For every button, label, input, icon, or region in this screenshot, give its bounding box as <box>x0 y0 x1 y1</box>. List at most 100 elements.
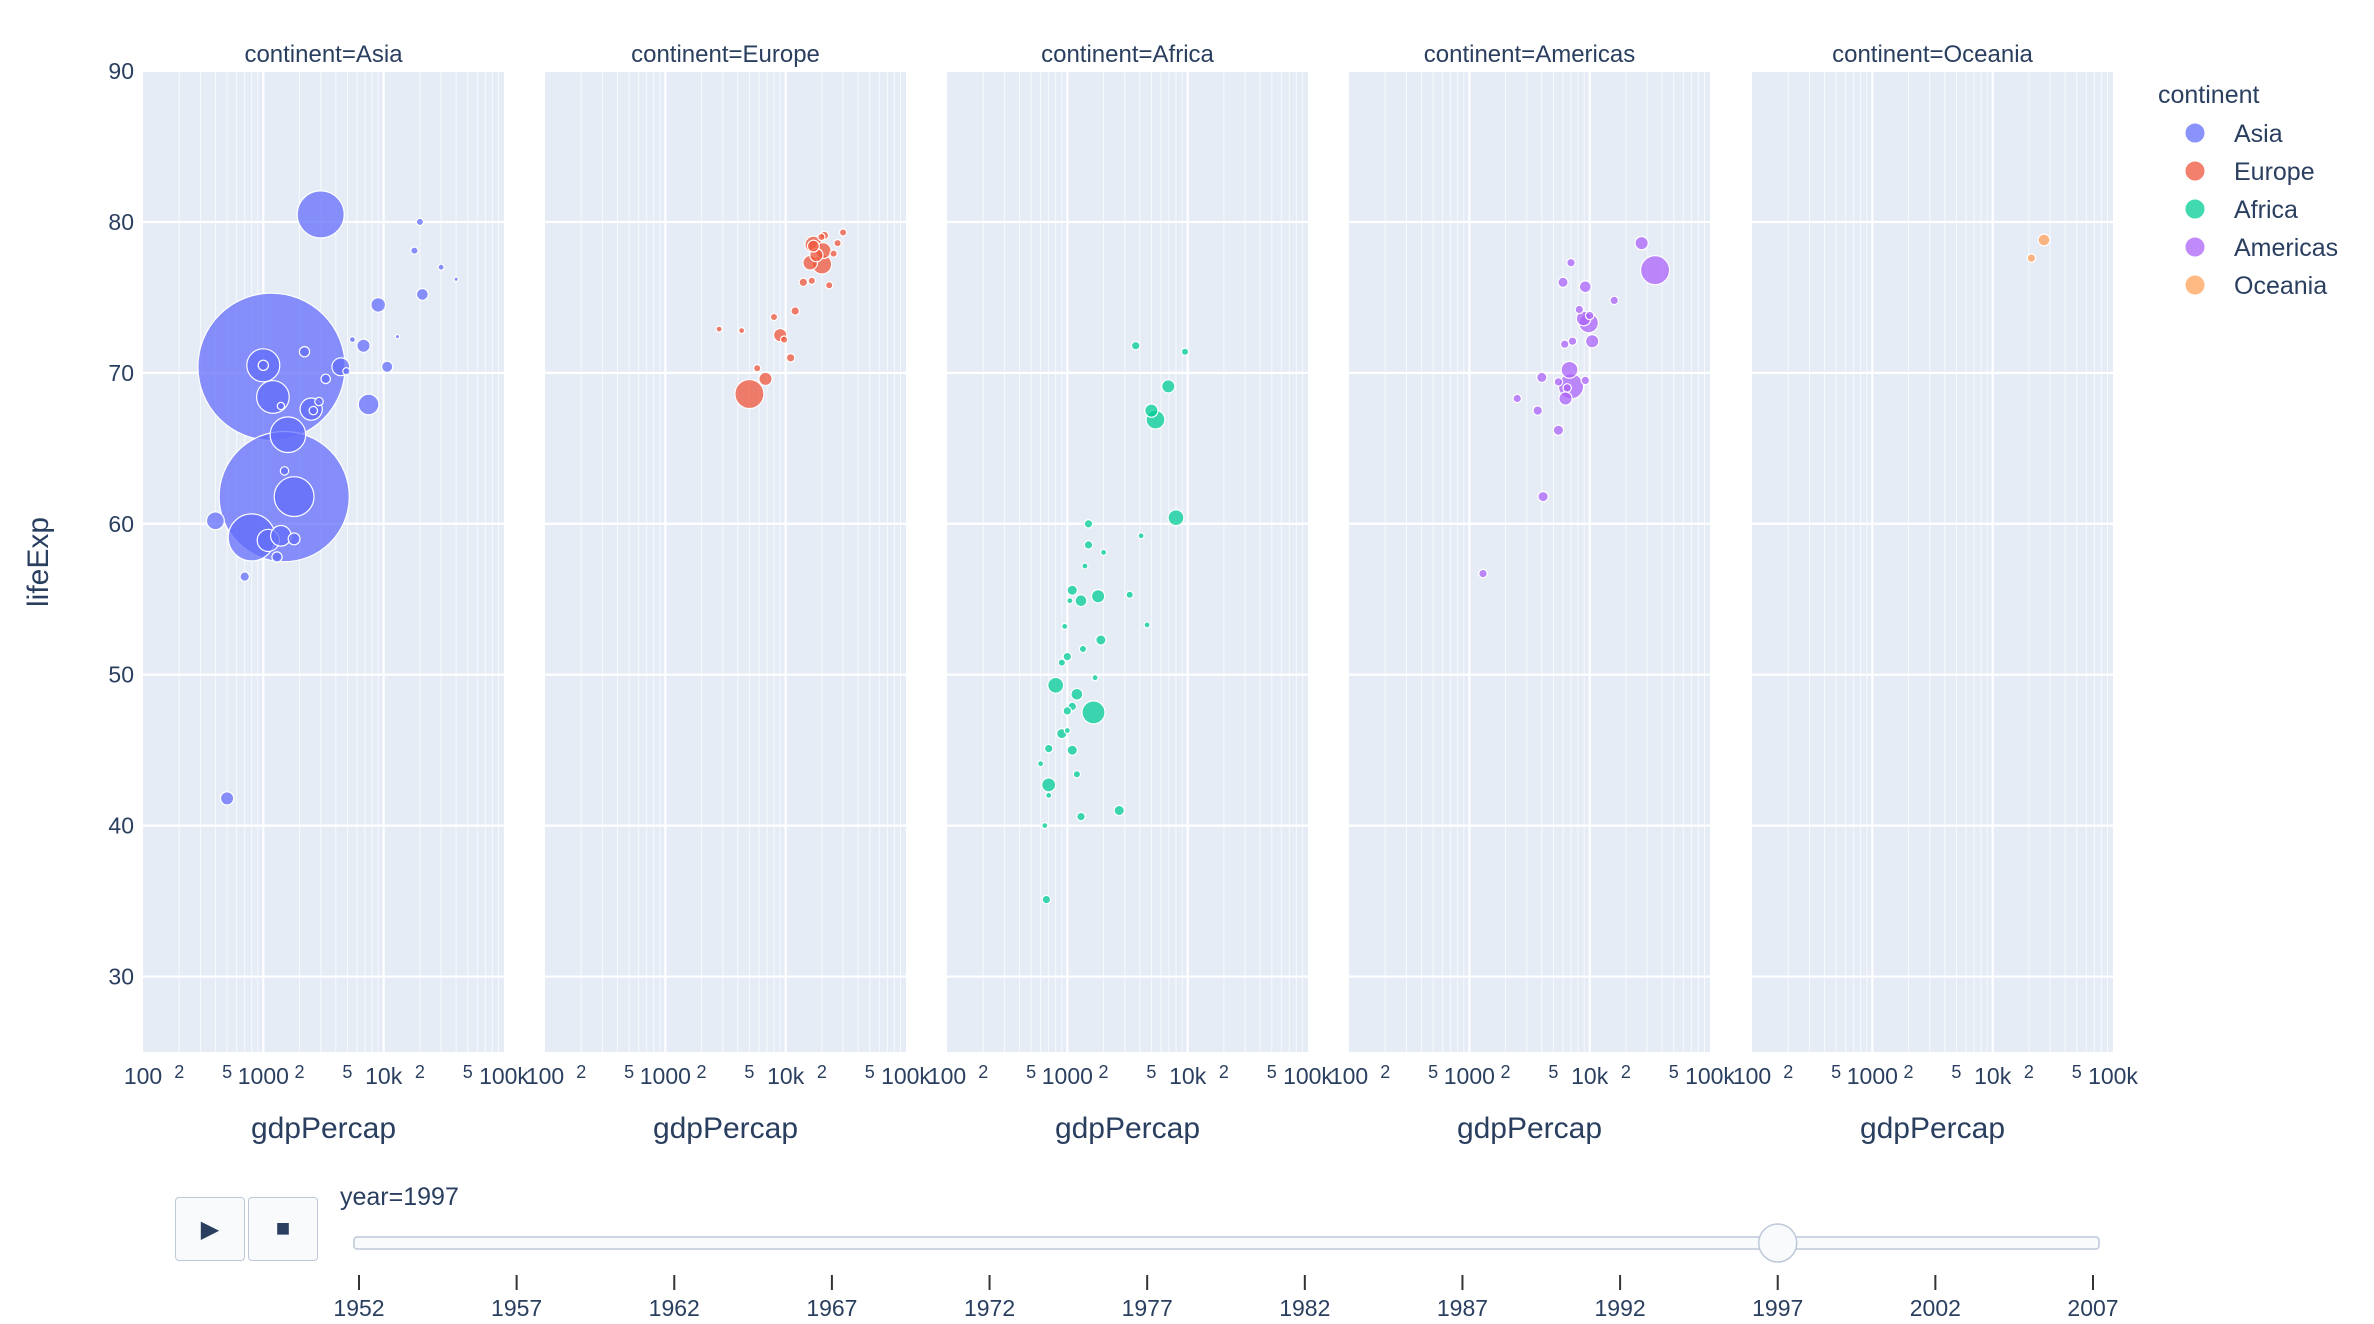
data-point-americas[interactable] <box>1584 310 1595 321</box>
data-point-americas[interactable] <box>1559 339 1570 349</box>
data-point-africa[interactable] <box>1143 621 1151 629</box>
data-point-africa[interactable] <box>1066 584 1079 596</box>
data-point-africa[interactable] <box>1125 590 1134 599</box>
data-point-asia[interactable] <box>357 393 380 416</box>
data-point-europe[interactable] <box>825 281 834 290</box>
data-point-europe[interactable] <box>734 378 765 410</box>
data-point-europe[interactable] <box>807 276 817 285</box>
data-point-africa[interactable] <box>1137 532 1145 540</box>
data-point-asia[interactable] <box>394 333 401 340</box>
data-point-africa[interactable] <box>1062 706 1073 716</box>
data-point-africa[interactable] <box>1130 340 1141 351</box>
slider-tick-label[interactable]: 2002 <box>1910 1295 1961 1321</box>
data-point-africa[interactable] <box>1036 760 1045 768</box>
slider-tick-label[interactable]: 1977 <box>1122 1295 1173 1321</box>
data-point-africa[interactable] <box>1066 744 1079 756</box>
data-point-europe[interactable] <box>779 335 789 344</box>
data-point-asia[interactable] <box>205 511 225 531</box>
data-point-africa[interactable] <box>1081 700 1106 725</box>
data-point-africa[interactable] <box>1045 791 1053 800</box>
data-point-europe[interactable] <box>833 238 842 248</box>
data-point-africa[interactable] <box>1099 548 1108 557</box>
data-point-americas[interactable] <box>1553 377 1564 387</box>
data-point-europe[interactable] <box>838 228 848 237</box>
data-point-americas[interactable] <box>1580 375 1591 386</box>
slider-handle[interactable] <box>1757 1223 1798 1263</box>
slider-tick-label[interactable]: 1982 <box>1279 1295 1330 1321</box>
data-point-americas[interactable] <box>1558 391 1573 406</box>
data-point-oceania[interactable] <box>2037 233 2051 247</box>
data-point-asia[interactable] <box>271 551 283 563</box>
data-point-americas[interactable] <box>1567 336 1578 346</box>
data-point-asia[interactable] <box>381 360 394 373</box>
data-point-africa[interactable] <box>1083 540 1094 550</box>
data-point-asia[interactable] <box>279 466 290 476</box>
data-point-africa[interactable] <box>1061 622 1069 631</box>
data-point-africa[interactable] <box>1161 379 1176 394</box>
data-point-africa[interactable] <box>1047 676 1065 694</box>
data-point-asia[interactable] <box>348 336 356 344</box>
slider-tick-label[interactable]: 1972 <box>964 1295 1015 1321</box>
data-point-africa[interactable] <box>1066 597 1074 605</box>
legend-item-americas[interactable]: Americas <box>2184 234 2338 262</box>
data-point-americas[interactable] <box>1566 257 1576 268</box>
stop-button[interactable]: ■ <box>248 1197 318 1261</box>
data-point-europe[interactable] <box>758 371 773 387</box>
data-point-asia[interactable] <box>269 416 307 454</box>
data-point-asia[interactable] <box>273 476 315 518</box>
slider-rail[interactable] <box>353 1236 2100 1250</box>
slider-tick-label[interactable]: 1952 <box>333 1295 384 1321</box>
data-point-americas[interactable] <box>1639 255 1671 286</box>
data-point-asia[interactable] <box>287 532 301 546</box>
data-point-americas[interactable] <box>1562 383 1572 393</box>
data-point-africa[interactable] <box>1180 347 1190 356</box>
data-point-africa[interactable] <box>1041 777 1057 793</box>
data-point-americas[interactable] <box>1634 235 1649 251</box>
data-point-americas[interactable] <box>1512 393 1522 404</box>
data-point-africa[interactable] <box>1070 687 1084 701</box>
data-point-americas[interactable] <box>1532 405 1543 416</box>
data-point-europe[interactable] <box>737 327 746 335</box>
data-point-americas[interactable] <box>1578 280 1592 294</box>
legend-item-africa[interactable]: Africa <box>2184 196 2298 224</box>
slider-tick-label[interactable]: 1957 <box>491 1295 542 1321</box>
data-point-africa[interactable] <box>1095 634 1107 646</box>
data-point-asia[interactable] <box>298 346 311 358</box>
data-point-europe[interactable] <box>817 232 826 242</box>
data-point-asia[interactable] <box>257 359 269 371</box>
data-point-europe[interactable] <box>829 249 838 258</box>
data-point-asia[interactable] <box>308 405 319 416</box>
data-point-asia[interactable] <box>296 190 345 239</box>
slider-tick-label[interactable]: 1992 <box>1595 1295 1646 1321</box>
data-point-americas[interactable] <box>1478 568 1488 579</box>
legend-item-oceania[interactable]: Oceania <box>2184 272 2327 300</box>
data-point-africa[interactable] <box>1057 658 1067 667</box>
data-point-africa[interactable] <box>1113 804 1125 817</box>
data-point-africa[interactable] <box>1072 770 1082 779</box>
data-point-africa[interactable] <box>1062 651 1073 662</box>
data-point-africa[interactable] <box>1167 509 1185 527</box>
data-point-africa[interactable] <box>1041 821 1049 830</box>
legend-item-asia[interactable]: Asia <box>2184 120 2283 148</box>
data-point-africa[interactable] <box>1041 894 1052 905</box>
year-slider[interactable]: year=1997 1952 1957 1962 1967 1972 1977 1982 198… <box>333 1183 2118 1321</box>
slider-tick-label[interactable]: 2007 <box>2067 1295 2118 1321</box>
slider-tick-label[interactable]: 1997 <box>1752 1295 1803 1321</box>
data-point-asia[interactable] <box>239 571 250 582</box>
data-point-asia[interactable] <box>356 338 371 353</box>
data-point-asia[interactable] <box>437 263 445 271</box>
data-point-europe[interactable] <box>798 277 809 288</box>
data-point-asia[interactable] <box>415 217 425 227</box>
data-point-asia[interactable] <box>370 297 387 313</box>
data-point-asia[interactable] <box>342 367 351 376</box>
data-point-americas[interactable] <box>1537 490 1549 503</box>
data-point-asia[interactable] <box>314 396 324 407</box>
data-point-americas[interactable] <box>1609 295 1619 306</box>
slider-tick-label[interactable]: 1967 <box>806 1295 857 1321</box>
data-point-africa[interactable] <box>1078 644 1088 654</box>
data-point-asia[interactable] <box>320 373 331 385</box>
data-point-asia[interactable] <box>219 791 235 806</box>
data-point-africa[interactable] <box>1043 743 1054 754</box>
data-point-africa[interactable] <box>1063 726 1071 735</box>
data-point-africa[interactable] <box>1091 674 1099 682</box>
